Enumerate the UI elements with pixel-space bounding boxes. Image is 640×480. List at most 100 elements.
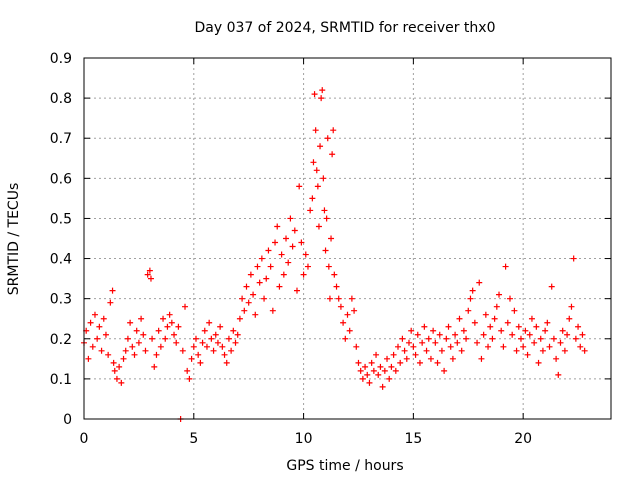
- data-point: [515, 323, 522, 330]
- data-point: [476, 279, 483, 286]
- y-tick-label: 0.6: [50, 171, 72, 187]
- data-point: [423, 347, 430, 354]
- data-point: [520, 343, 527, 350]
- data-point: [447, 343, 454, 350]
- data-point: [250, 291, 257, 298]
- data-point: [353, 343, 360, 350]
- data-point: [98, 347, 105, 354]
- data-point: [245, 299, 252, 306]
- data-point: [568, 303, 575, 310]
- data-point: [351, 307, 358, 314]
- data-point: [138, 315, 145, 322]
- data-point: [168, 319, 175, 326]
- data-point: [192, 335, 199, 342]
- data-point: [564, 331, 571, 338]
- data-point: [441, 367, 448, 374]
- data-point: [283, 235, 290, 242]
- data-point: [401, 347, 408, 354]
- data-point: [127, 319, 134, 326]
- data-point: [496, 291, 503, 298]
- data-point: [326, 295, 333, 302]
- data-point: [164, 323, 171, 330]
- data-point: [118, 379, 125, 386]
- data-points: [81, 87, 588, 422]
- data-point: [544, 319, 551, 326]
- data-point: [113, 375, 120, 382]
- data-point: [465, 307, 472, 314]
- data-point: [206, 319, 213, 326]
- axis-ticks: [83, 57, 611, 420]
- data-point: [307, 207, 314, 214]
- x-tick-label: 0: [80, 431, 89, 447]
- data-point: [550, 335, 557, 342]
- data-point: [342, 335, 349, 342]
- x-tick-label: 5: [189, 431, 198, 447]
- data-point: [190, 343, 197, 350]
- data-point: [110, 359, 117, 366]
- x-tick-label: 15: [404, 431, 422, 447]
- data-point: [388, 363, 395, 370]
- data-point: [276, 283, 283, 290]
- data-point: [329, 151, 336, 158]
- data-point: [131, 351, 138, 358]
- grid-layer: [84, 58, 611, 419]
- data-point: [293, 287, 300, 294]
- data-point: [443, 335, 450, 342]
- data-point: [239, 295, 246, 302]
- data-point: [561, 347, 568, 354]
- data-point: [430, 327, 437, 334]
- data-point: [254, 263, 261, 270]
- data-point: [116, 363, 123, 370]
- data-point: [379, 383, 386, 390]
- data-point: [458, 347, 465, 354]
- data-point: [480, 331, 487, 338]
- data-point: [256, 279, 263, 286]
- data-point: [300, 271, 307, 278]
- data-point: [557, 339, 564, 346]
- data-point: [285, 259, 292, 266]
- data-point: [217, 323, 224, 330]
- data-point: [311, 91, 318, 98]
- data-point: [140, 331, 147, 338]
- data-point: [94, 335, 101, 342]
- data-point: [280, 271, 287, 278]
- data-point: [511, 307, 518, 314]
- data-point: [337, 303, 344, 310]
- data-point: [274, 223, 281, 230]
- data-point: [357, 367, 364, 374]
- data-point: [456, 315, 463, 322]
- data-point: [340, 319, 347, 326]
- y-tick-label: 0.3: [50, 292, 72, 308]
- data-point: [320, 175, 327, 182]
- tick-labels: 0 0.1 0.2 0.3 0.4 0.5 0.6 0.7 0.8 0.9 0 5 10 15 20: [50, 51, 532, 447]
- data-point: [146, 267, 153, 274]
- data-point: [312, 127, 319, 134]
- data-point: [438, 347, 445, 354]
- data-point: [579, 331, 586, 338]
- data-point: [506, 295, 513, 302]
- data-point: [522, 327, 529, 334]
- chart-title: Day 037 of 2024, SRMTID for receiver thx…: [195, 20, 496, 36]
- data-point: [155, 327, 162, 334]
- y-tick-label: 0.2: [50, 332, 72, 348]
- data-point: [493, 303, 500, 310]
- data-point: [452, 331, 459, 338]
- data-point: [425, 335, 432, 342]
- data-point: [408, 327, 415, 334]
- data-point: [309, 195, 316, 202]
- data-point: [427, 355, 434, 362]
- y-tick-label: 0.8: [50, 91, 72, 107]
- data-point: [302, 251, 309, 258]
- data-point: [355, 359, 362, 366]
- data-point: [186, 375, 193, 382]
- data-point: [487, 323, 494, 330]
- data-point: [175, 323, 182, 330]
- y-tick-label: 0.9: [50, 51, 72, 67]
- data-point: [531, 339, 538, 346]
- data-point: [261, 295, 268, 302]
- data-point: [212, 331, 219, 338]
- data-point: [100, 315, 107, 322]
- data-point: [151, 363, 158, 370]
- data-point: [252, 311, 259, 318]
- data-point: [331, 271, 338, 278]
